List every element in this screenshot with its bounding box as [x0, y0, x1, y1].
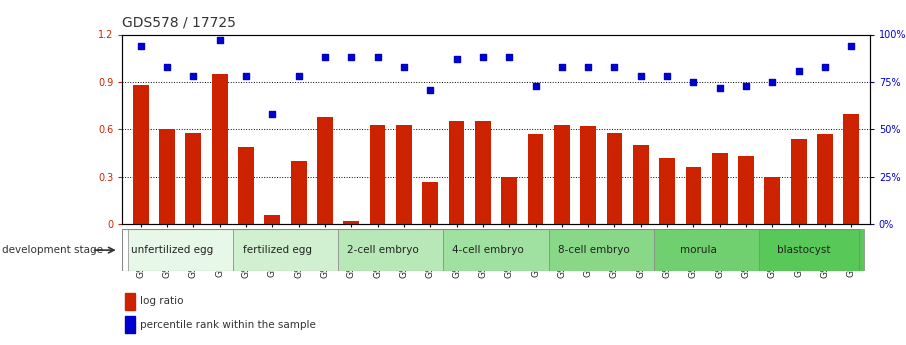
Text: 8-cell embryo: 8-cell embryo: [557, 245, 630, 255]
Point: [133, 43, 148, 49]
Bar: [233, 229, 338, 271]
Point: [292, 73, 306, 79]
Point: [554, 64, 569, 70]
Point: [502, 55, 516, 60]
Point: [159, 64, 174, 70]
Bar: [265, 215, 280, 224]
Point: [581, 64, 595, 70]
Bar: [125, 293, 134, 310]
Text: fertilized egg: fertilized egg: [243, 245, 312, 255]
Bar: [212, 74, 227, 224]
Bar: [549, 229, 654, 271]
Point: [186, 73, 200, 79]
Point: [633, 73, 648, 79]
Point: [712, 85, 727, 90]
Point: [607, 64, 622, 70]
Bar: [843, 114, 859, 224]
Text: log ratio: log ratio: [140, 296, 183, 306]
Bar: [660, 158, 675, 224]
Bar: [291, 161, 306, 224]
Bar: [317, 117, 333, 224]
Point: [449, 57, 464, 62]
Bar: [186, 132, 201, 224]
Bar: [422, 181, 439, 224]
Point: [738, 83, 753, 89]
Point: [660, 73, 674, 79]
Point: [265, 111, 280, 117]
Bar: [765, 177, 780, 224]
Bar: [159, 129, 175, 224]
Bar: [759, 229, 864, 271]
Bar: [128, 229, 233, 271]
Bar: [443, 229, 549, 271]
Bar: [448, 121, 465, 224]
Text: percentile rank within the sample: percentile rank within the sample: [140, 320, 315, 329]
Bar: [343, 221, 359, 224]
Bar: [633, 145, 649, 224]
Point: [318, 55, 333, 60]
Bar: [238, 147, 254, 224]
Bar: [817, 134, 833, 224]
Point: [792, 68, 806, 73]
Bar: [607, 132, 622, 224]
Point: [212, 37, 226, 43]
Bar: [133, 85, 149, 224]
Bar: [554, 125, 570, 224]
Bar: [712, 153, 728, 224]
Point: [344, 55, 359, 60]
Bar: [370, 125, 385, 224]
Text: development stage: development stage: [3, 245, 103, 255]
Bar: [125, 316, 134, 333]
Text: 2-cell embryo: 2-cell embryo: [347, 245, 419, 255]
Bar: [654, 229, 759, 271]
Text: GDS578 / 17725: GDS578 / 17725: [122, 15, 236, 29]
Point: [423, 87, 438, 92]
Point: [818, 64, 833, 70]
Point: [686, 79, 700, 85]
Text: 4-cell embryo: 4-cell embryo: [452, 245, 524, 255]
Bar: [396, 125, 412, 224]
Text: unfertilized egg: unfertilized egg: [131, 245, 214, 255]
Text: blastocyst: blastocyst: [777, 245, 831, 255]
Text: morula: morula: [680, 245, 718, 255]
Point: [766, 79, 780, 85]
Point: [476, 55, 490, 60]
Bar: [501, 177, 517, 224]
Bar: [580, 126, 596, 224]
Bar: [527, 134, 544, 224]
Bar: [791, 139, 806, 224]
Point: [844, 43, 859, 49]
Bar: [338, 229, 443, 271]
Point: [528, 83, 543, 89]
Bar: [738, 156, 754, 224]
Point: [371, 55, 385, 60]
Point: [397, 64, 411, 70]
Bar: [475, 121, 491, 224]
Bar: [686, 167, 701, 224]
Point: [239, 73, 254, 79]
